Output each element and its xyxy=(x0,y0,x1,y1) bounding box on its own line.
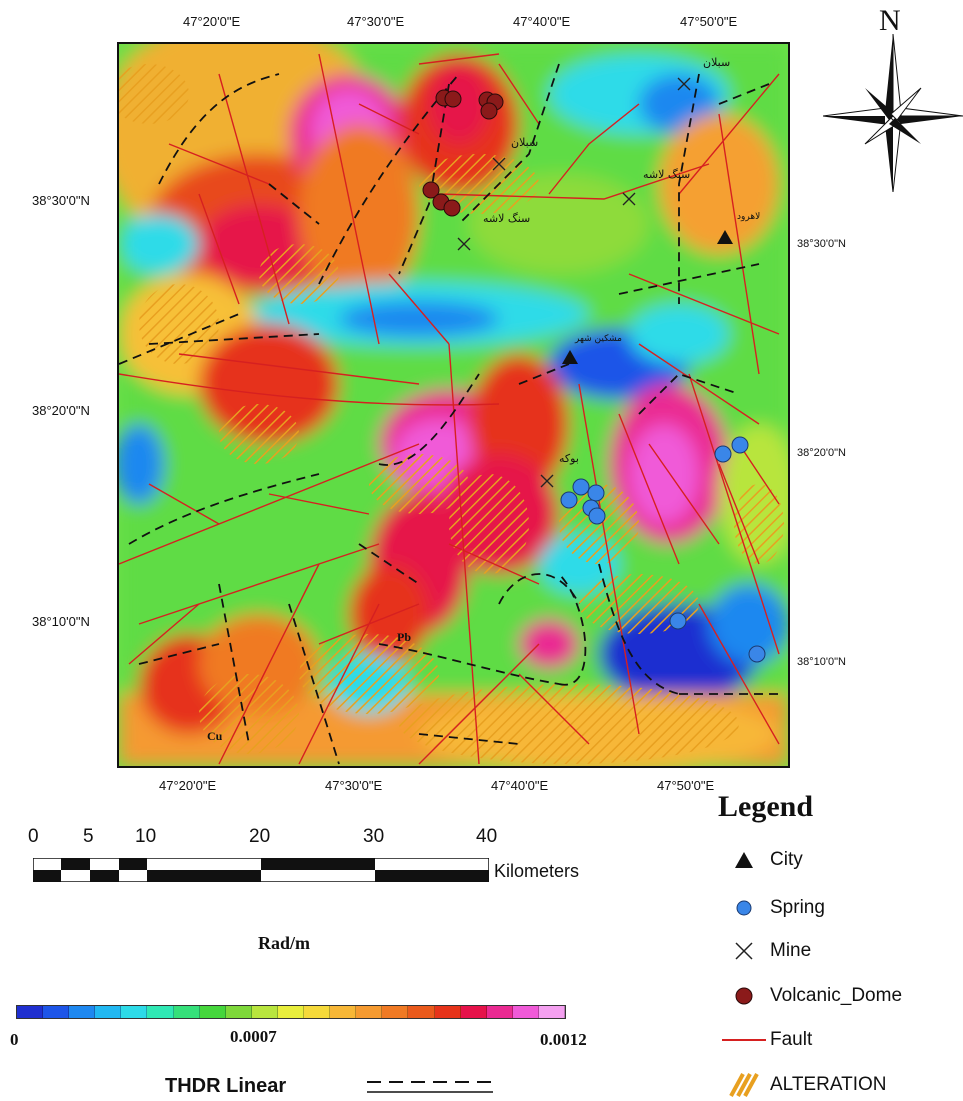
bottom-lon-label-1: 47°20'0"E xyxy=(159,778,217,793)
color-scale-swatch xyxy=(95,1006,122,1018)
thdr-linear-label: THDR Linear xyxy=(165,1075,287,1097)
thdr-map: Pb Cu سبلان سبلان سنگ لاشه سنگ لاشه مشکی… xyxy=(117,42,790,768)
color-scale-swatch xyxy=(225,1006,252,1018)
scale-tick-10: 10 xyxy=(135,826,157,847)
volcanic-dome-markers xyxy=(422,89,504,217)
left-lat-label-2: 38°20'0"N xyxy=(32,403,90,418)
spring-icon xyxy=(718,899,770,917)
label-sablan-top: سبلان xyxy=(703,56,731,69)
legend-label-city: City xyxy=(770,849,803,870)
legend-label-mine: Mine xyxy=(770,940,812,961)
color-scale-swatch xyxy=(304,1006,331,1018)
thdr-linear-symbol xyxy=(367,1081,493,1093)
volcanic-dome-icon xyxy=(718,986,770,1006)
color-scale-swatch xyxy=(147,1006,174,1018)
scale-tick-30: 30 xyxy=(363,826,385,847)
color-scale-swatch xyxy=(460,1006,487,1018)
north-letter: N xyxy=(879,4,901,37)
color-scale-swatch xyxy=(330,1006,357,1018)
bottom-lon-label-2: 47°30'0"E xyxy=(325,778,383,793)
top-lon-label-2: 47°30'0"E xyxy=(347,14,405,29)
color-scale-swatch xyxy=(69,1006,96,1018)
north-arrow: N xyxy=(823,4,963,194)
color-scale-title: Rad/m xyxy=(258,933,311,953)
city-markers xyxy=(562,230,733,364)
top-lon-label-3: 47°40'0"E xyxy=(513,14,571,29)
top-lon-label-4: 47°50'0"E xyxy=(680,14,738,29)
label-meshkin: مشکین شهر xyxy=(575,334,622,344)
legend-item-city: City xyxy=(718,845,803,875)
scale-bar: 0 5 10 20 30 40 Kilometers xyxy=(0,826,620,886)
legend-item-alteration: ALTERATION xyxy=(718,1070,886,1100)
left-lat-label-3: 38°10'0"N xyxy=(32,614,90,629)
legend-item-volcanic-dome: Volcanic_Dome xyxy=(718,981,902,1011)
color-scale-swatch xyxy=(199,1006,226,1018)
top-lon-label-1: 47°20'0"E xyxy=(183,14,241,29)
fault-lines xyxy=(119,53,780,765)
right-lat-label-1: 38°30'0"N xyxy=(797,238,846,250)
color-scale-bar xyxy=(16,1005,566,1019)
label-pb: Pb xyxy=(397,630,412,644)
legend-label-spring: Spring xyxy=(770,897,825,918)
bottom-lon-label-3: 47°40'0"E xyxy=(491,778,549,793)
alteration-icon xyxy=(718,1072,770,1098)
mine-icon xyxy=(718,940,770,962)
scale-tick-0: 0 xyxy=(28,826,39,847)
city-icon xyxy=(718,851,770,869)
legend-item-spring: Spring xyxy=(718,893,825,923)
color-scale-swatch xyxy=(251,1006,278,1018)
map-canvas xyxy=(119,44,788,766)
mine-markers xyxy=(457,77,691,488)
color-scale-swatch xyxy=(17,1006,44,1018)
color-scale-swatch xyxy=(434,1006,461,1018)
label-booke: بوکه xyxy=(559,452,579,465)
spring-markers xyxy=(560,436,766,663)
label-sangelashe-east: سنگ لاشه xyxy=(643,168,691,181)
scale-unit: Kilometers xyxy=(494,861,580,881)
legend-label-fault: Fault xyxy=(770,1029,813,1050)
color-scale-swatch xyxy=(277,1006,305,1018)
color-scale-swatch xyxy=(486,1006,513,1018)
label-lahrud: لاهرود xyxy=(737,212,761,222)
color-scale-min: 0 xyxy=(10,1030,19,1049)
scale-tick-20: 20 xyxy=(249,826,271,847)
color-scale-swatch xyxy=(512,1006,539,1018)
color-scale-swatch xyxy=(173,1006,200,1018)
color-scale-swatch xyxy=(356,1006,383,1018)
color-scale-swatch xyxy=(43,1006,70,1018)
color-scale-max: 0.0012 xyxy=(540,1030,587,1049)
legend-item-fault: Fault xyxy=(718,1025,812,1055)
scale-tick-40: 40 xyxy=(476,826,498,847)
legend-label-volcanic-dome: Volcanic_Dome xyxy=(770,985,903,1006)
color-scale-swatch xyxy=(538,1006,565,1018)
color-scale-swatch xyxy=(408,1006,435,1018)
thdr-lineaments xyxy=(119,63,779,765)
color-scale-swatch xyxy=(121,1006,148,1018)
compass-rose-icon xyxy=(823,34,963,192)
label-sablan: سبلان xyxy=(511,136,539,149)
legend-label-alteration: ALTERATION xyxy=(770,1074,887,1095)
legend-item-mine: Mine xyxy=(718,936,811,966)
bottom-lon-label-4: 47°50'0"E xyxy=(657,778,715,793)
right-lat-label-3: 38°10'0"N xyxy=(797,656,846,668)
label-sangelashe-west: سنگ لاشه xyxy=(483,212,531,225)
fault-icon xyxy=(718,1037,770,1043)
color-scale-mid: 0.0007 xyxy=(230,1027,277,1046)
left-lat-label-1: 38°30'0"N xyxy=(32,193,90,208)
right-lat-label-2: 38°20'0"N xyxy=(797,447,846,459)
label-cu: Cu xyxy=(207,729,223,743)
scale-tick-5: 5 xyxy=(83,826,94,847)
legend-title: Legend xyxy=(718,790,814,823)
color-scale-swatch xyxy=(382,1006,409,1018)
scale-bar-graphic xyxy=(33,858,489,882)
